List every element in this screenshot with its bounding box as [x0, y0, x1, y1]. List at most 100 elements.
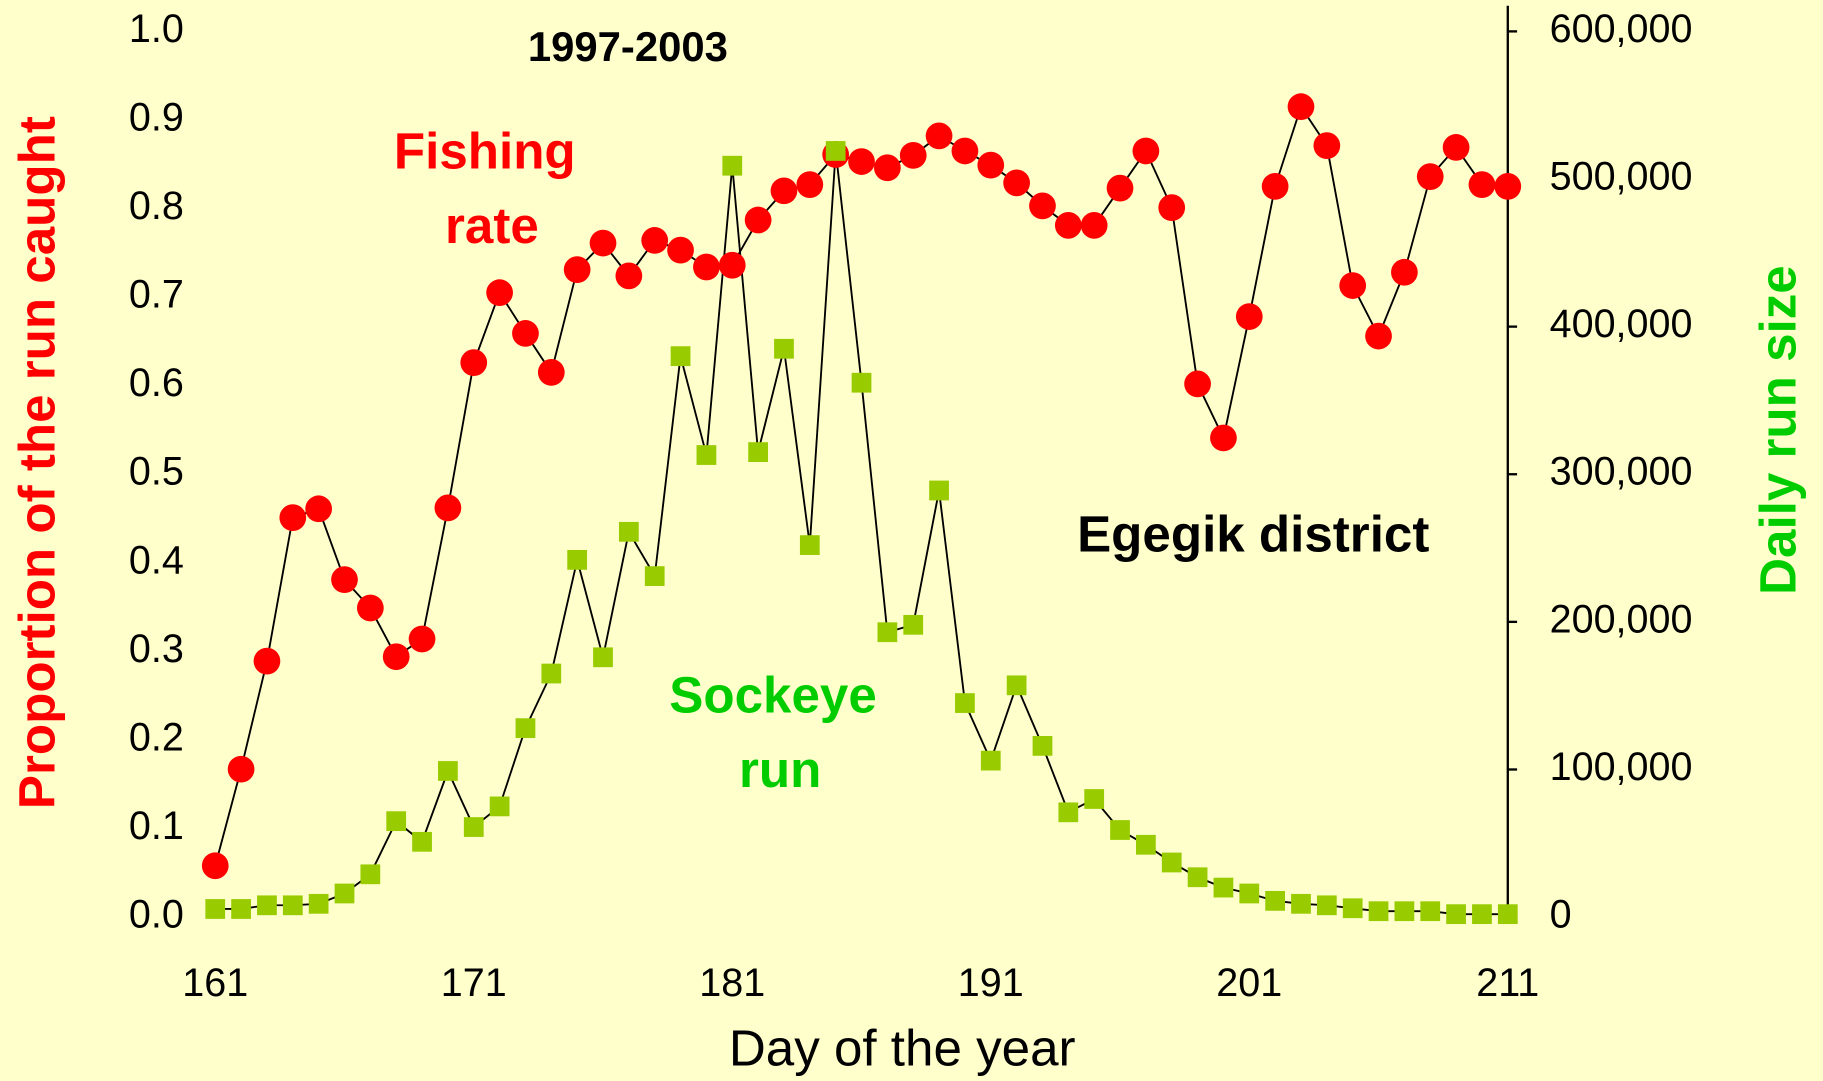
y2-tick-label: 200,000	[1550, 597, 1693, 641]
data-point	[1287, 93, 1315, 121]
data-point	[848, 148, 875, 175]
data-point	[1316, 895, 1337, 916]
y2-tick-label: 300,000	[1550, 450, 1693, 494]
y-tick-label: 0.3	[129, 627, 184, 671]
data-point	[693, 253, 720, 281]
data-point	[589, 229, 617, 257]
data-point	[874, 154, 901, 182]
data-point	[851, 372, 872, 393]
data-point	[1291, 893, 1311, 914]
data-point	[1084, 789, 1105, 809]
data-point	[1365, 322, 1392, 350]
data-point	[1080, 211, 1108, 239]
data-point	[567, 549, 588, 570]
y2-tick-label: 100,000	[1550, 745, 1693, 789]
data-point	[877, 622, 898, 643]
data-point	[201, 852, 229, 880]
data-point	[231, 899, 251, 919]
data-point	[1135, 834, 1156, 855]
data-point	[1368, 901, 1389, 922]
data-point	[722, 155, 743, 176]
series-label: Sockeye run	[669, 666, 891, 797]
data-point	[903, 614, 924, 635]
y2-axis-label: Daily run size	[1750, 265, 1807, 595]
y-tick-label: 0.5	[129, 450, 184, 494]
data-point	[1054, 211, 1082, 239]
data-point	[1265, 890, 1286, 911]
data-point	[438, 761, 458, 781]
y2-tick-label: 600,000	[1550, 7, 1693, 51]
x-tick-label: 211	[1476, 961, 1539, 1005]
data-point	[593, 647, 613, 668]
y-tick-label: 0.0	[129, 893, 184, 937]
data-point	[774, 338, 794, 359]
data-point	[696, 445, 717, 465]
annotation: Egegik district	[1077, 506, 1429, 563]
y2-tick-label: 0	[1550, 893, 1572, 937]
data-point	[1494, 173, 1522, 200]
data-point	[1472, 904, 1492, 925]
data-point	[1106, 174, 1134, 202]
data-point	[1391, 258, 1418, 286]
x-tick-label: 201	[1216, 961, 1282, 1005]
data-point	[899, 142, 927, 169]
y-tick-label: 0.1	[129, 804, 184, 848]
data-point	[1394, 901, 1415, 922]
y-tick-label: 0.8	[129, 184, 184, 228]
data-point	[1029, 192, 1056, 220]
data-point	[1442, 134, 1470, 161]
chart-title: 1997-2003	[528, 23, 728, 70]
data-point	[718, 251, 746, 279]
data-point	[227, 755, 255, 783]
data-point	[305, 495, 333, 523]
data-point	[1416, 163, 1444, 191]
data-point	[282, 895, 303, 916]
data-point	[1058, 802, 1079, 823]
y-tick-label: 1.0	[129, 7, 184, 51]
data-point	[925, 122, 953, 150]
data-point	[253, 647, 281, 675]
data-point	[460, 349, 488, 377]
data-point	[1497, 904, 1518, 925]
data-point	[825, 141, 846, 161]
data-point	[1132, 137, 1160, 165]
data-point	[1003, 169, 1030, 197]
data-point	[1187, 867, 1208, 888]
y2-tick-label: 500,000	[1550, 154, 1693, 198]
y-tick-label: 0.2	[129, 715, 184, 759]
data-point	[541, 663, 562, 684]
data-point	[537, 359, 565, 386]
data-point	[667, 236, 694, 264]
data-point	[770, 177, 798, 205]
data-point	[279, 504, 307, 532]
data-point	[980, 750, 1001, 771]
data-point	[1213, 877, 1234, 898]
data-point	[334, 883, 355, 904]
data-point	[463, 817, 484, 837]
data-point	[360, 864, 381, 885]
x-axis-label: Day of the year	[729, 1019, 1076, 1076]
series-label: Fishing rate	[394, 122, 590, 253]
data-point	[1110, 820, 1130, 840]
y-axis-label: Proportion of the run caught	[8, 116, 65, 809]
data-point	[489, 796, 510, 817]
data-point	[977, 151, 1005, 179]
data-point	[641, 227, 669, 254]
data-point	[1158, 194, 1186, 222]
data-point	[1313, 132, 1341, 160]
x-tick-label: 181	[699, 961, 765, 1005]
x-tick-label: 191	[958, 961, 1024, 1005]
data-point	[331, 566, 358, 594]
data-point	[515, 718, 536, 739]
data-point	[205, 899, 226, 919]
data-point	[1184, 370, 1211, 398]
data-point	[486, 279, 513, 307]
data-point	[563, 256, 591, 284]
data-point	[1446, 904, 1466, 925]
data-point	[512, 320, 539, 347]
data-point	[1420, 901, 1441, 922]
data-point	[382, 643, 410, 671]
data-point	[955, 693, 975, 713]
data-point	[796, 171, 824, 198]
